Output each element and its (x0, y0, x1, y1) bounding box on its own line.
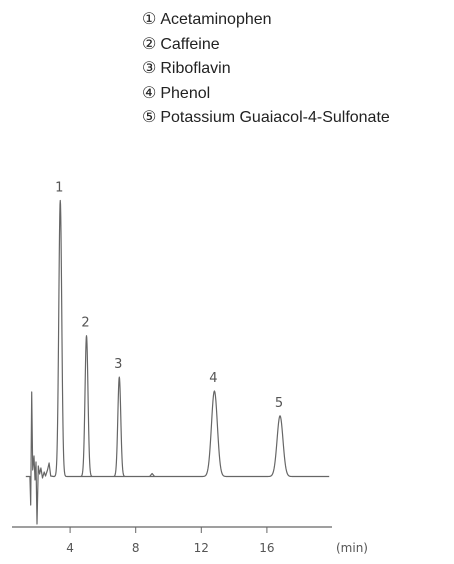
peak-labels: 1 2 3 4 5 (55, 181, 283, 411)
peak-label-5: 5 (275, 396, 283, 411)
x-axis-unit-label: (min) (336, 541, 368, 555)
peak-label-2: 2 (81, 316, 89, 331)
legend: ① Acetaminophen ② Caffeine ③ Riboflavin ④ Ph… (142, 8, 390, 131)
legend-item-potassium-guaiacol-4-sulfonate: ⑤ Potassium Guaiacol-4-Sulfonate (142, 109, 390, 127)
legend-item-riboflavin: ③ Riboflavin (142, 60, 231, 78)
x-tick-label-16: 16 (259, 541, 274, 555)
legend-item-phenol: ④ Phenol (142, 84, 211, 102)
peak-label-3: 3 (114, 357, 122, 372)
peak-label-1: 1 (55, 181, 63, 196)
x-axis-ticks: 4 8 12 16 (66, 527, 275, 555)
legend-item-acetaminophen: ① Acetaminophen (142, 11, 272, 28)
peak-label-4: 4 (209, 371, 217, 386)
x-tick-label-8: 8 (132, 541, 140, 555)
legend-item-caffeine: ② Caffeine (142, 35, 220, 53)
chromatogram-trace (25, 199, 330, 525)
x-tick-label-4: 4 (66, 541, 74, 555)
x-tick-label-12: 12 (194, 541, 209, 555)
